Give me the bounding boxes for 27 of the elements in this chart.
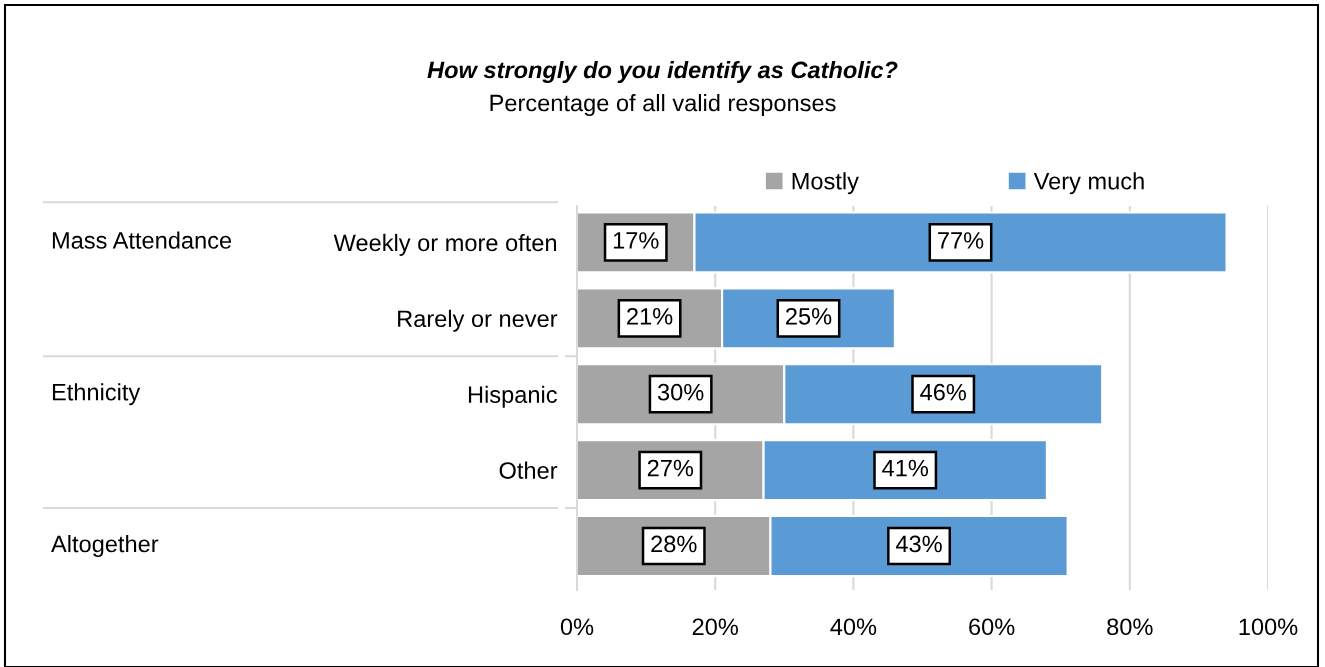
- x-tick-label: 80%: [1107, 618, 1153, 636]
- data-label: 46%: [920, 383, 967, 401]
- x-tick-label: 60%: [969, 618, 1015, 636]
- data-label: 21%: [627, 307, 673, 325]
- y-tick-label: Other: [499, 461, 558, 479]
- text: Altogether: [51, 534, 159, 557]
- data-label: 17%: [613, 232, 659, 249]
- y-tick-label: Hispanic: [468, 385, 557, 408]
- x-tick-label: 40%: [830, 618, 877, 636]
- text: Ethnicity: [52, 383, 141, 406]
- y-tick-label: Rarely or never: [398, 309, 558, 332]
- data-label: 25%: [786, 307, 832, 325]
- data-label: 77%: [938, 232, 984, 249]
- data-label: 30%: [657, 383, 704, 401]
- legend-label: Very much: [1033, 172, 1144, 195]
- data-label: 27%: [647, 459, 694, 477]
- legend-label: Mostly: [792, 172, 859, 195]
- data-label: 43%: [895, 535, 942, 553]
- y-tick-label: Weekly or more often: [333, 233, 557, 256]
- x-tick-label: 20%: [692, 618, 738, 636]
- data-label: 41%: [882, 459, 929, 477]
- text: Mass Attendance: [52, 231, 232, 249]
- x-tick-label: 100%: [1239, 618, 1298, 636]
- data-label: 28%: [651, 535, 697, 553]
- chart-subtitle: Percentage of all valid responses: [490, 94, 836, 117]
- x-tick-label: 0%: [560, 618, 594, 636]
- chart-title: How strongly do you identify as Catholic?: [427, 61, 898, 83]
